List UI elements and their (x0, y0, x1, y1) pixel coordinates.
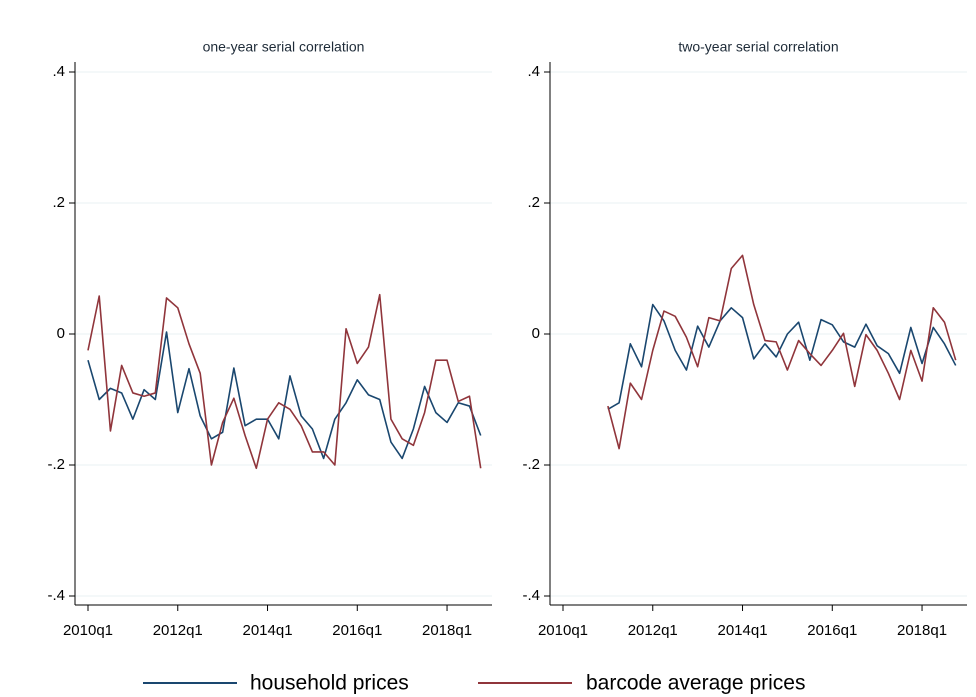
y-tick-label: 0 (532, 325, 540, 342)
y-tick-label: -.2 (47, 456, 65, 473)
x-tick-label: 2016q1 (332, 622, 382, 639)
y-tick-label: -.4 (47, 587, 65, 604)
y-tick-label: .2 (52, 194, 65, 211)
series-line (87, 293, 482, 470)
x-tick-label: 2018q1 (422, 622, 472, 639)
legend-label: barcode average prices (586, 672, 805, 695)
chart-title: two-year serial correlation (678, 39, 838, 55)
x-tick-label: 2010q1 (63, 622, 113, 639)
x-tick-label: 2010q1 (538, 622, 588, 639)
y-tick-label: .4 (527, 63, 540, 80)
y-tick-label: -.4 (522, 587, 540, 604)
x-tick-label: 2016q1 (807, 622, 857, 639)
y-tick-label: .2 (527, 194, 540, 211)
y-tick-label: 0 (57, 325, 65, 342)
x-tick-label: 2018q1 (897, 622, 947, 639)
x-tick-label: 2014q1 (242, 622, 292, 639)
series-line (607, 254, 957, 450)
y-tick-label: -.2 (522, 456, 540, 473)
legend-label: household prices (250, 672, 409, 695)
series-line (87, 331, 482, 460)
series-line (607, 303, 957, 411)
chart-title: one-year serial correlation (203, 39, 365, 55)
x-tick-label: 2012q1 (153, 622, 203, 639)
y-tick-label: .4 (52, 63, 65, 80)
x-tick-label: 2014q1 (717, 622, 767, 639)
x-tick-label: 2012q1 (628, 622, 678, 639)
